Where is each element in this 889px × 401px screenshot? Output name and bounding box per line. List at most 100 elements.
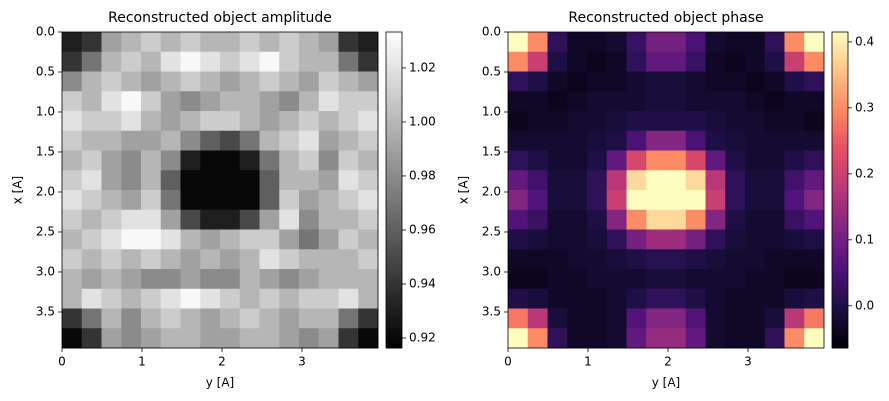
heatmap-cell (804, 111, 825, 132)
colorbar-band (386, 220, 402, 223)
heatmap-cell (299, 130, 320, 151)
colorbar-frame (385, 31, 403, 349)
colorbar-band (386, 270, 402, 273)
heatmap-cell (318, 91, 339, 112)
colorbar-band (386, 204, 402, 207)
heatmap-cell (784, 91, 805, 112)
heatmap-cell (745, 209, 766, 230)
heatmap-cell (299, 269, 320, 290)
colorbar-band (832, 236, 848, 239)
heatmap-cell (685, 51, 706, 72)
colorbar-band (832, 122, 848, 125)
colorbar-band (386, 308, 402, 311)
heatmap-cell (527, 269, 548, 290)
heatmap-cell (318, 288, 339, 309)
heatmap-cell (358, 328, 379, 349)
heatmap-cell (299, 249, 320, 270)
colorbar-band (832, 74, 848, 77)
colorbar-band (832, 66, 848, 69)
colorbar-band (386, 138, 402, 141)
heatmap-cell (358, 308, 379, 329)
heatmap-cell (666, 71, 687, 92)
heatmap-cell (764, 308, 785, 329)
heatmap-cell (160, 328, 181, 349)
heatmap-cell (279, 269, 300, 290)
heatmap-cell (626, 51, 647, 72)
colorbar-band (832, 202, 848, 205)
heatmap-cell (508, 91, 529, 112)
heatmap-cell (121, 170, 142, 191)
heatmap-cell (141, 32, 162, 53)
colorbar-band (386, 170, 402, 173)
heatmap-cell (160, 51, 181, 72)
heatmap-cell (299, 111, 320, 132)
colorbar-band (386, 38, 402, 41)
heatmap-cell (141, 190, 162, 211)
heatmap-cell (804, 269, 825, 290)
heatmap-cell (141, 249, 162, 270)
heatmap-cell (587, 190, 608, 211)
heatmap-cell (725, 328, 746, 349)
colorbar-band (832, 310, 848, 313)
heatmap-cell (358, 71, 379, 92)
colorbar-band (386, 100, 402, 103)
colorbar-band (832, 232, 848, 235)
colorbar-band (832, 126, 848, 129)
colorbar-band (832, 316, 848, 319)
colorbar-band (832, 46, 848, 49)
heatmap-cell (666, 150, 687, 171)
colorbar-band (386, 228, 402, 231)
colorbar-band (386, 202, 402, 205)
heatmap-cell (547, 170, 568, 191)
y-tick-label: 0.5 (482, 65, 501, 79)
heatmap-cell (784, 170, 805, 191)
heatmap-cell (784, 111, 805, 132)
heatmap-cell (764, 269, 785, 290)
heatmap-cell (239, 170, 260, 191)
colorbar-band (832, 318, 848, 321)
x-tick-label: 1 (138, 355, 146, 369)
heatmap-cell (279, 288, 300, 309)
colorbar (386, 32, 402, 349)
heatmap-cell (705, 229, 726, 250)
colorbar-band (832, 198, 848, 201)
heatmap-cell (239, 288, 260, 309)
heatmap-cell (62, 209, 83, 230)
colorbar-band (832, 298, 848, 301)
colorbar-band (832, 206, 848, 209)
heatmap-cell (685, 170, 706, 191)
heatmap-cell (180, 308, 201, 329)
heatmap-cell (527, 111, 548, 132)
colorbar-band (386, 174, 402, 177)
colorbar-band (832, 272, 848, 275)
heatmap-cell (318, 328, 339, 349)
heatmap-cell (685, 288, 706, 309)
heatmap-cell (239, 229, 260, 250)
colorbar-tick-label: 0.98 (409, 168, 436, 182)
heatmap-cell (62, 190, 83, 211)
heatmap-cell (338, 209, 359, 230)
colorbar-band (832, 230, 848, 233)
colorbar-band (832, 180, 848, 183)
colorbar-band (832, 88, 848, 91)
colorbar-band (386, 282, 402, 285)
heatmap-cell (200, 32, 221, 53)
colorbar-band (832, 210, 848, 213)
heatmap-cell (160, 269, 181, 290)
heatmap-cell (160, 170, 181, 191)
colorbar-band (386, 58, 402, 61)
colorbar-band (832, 238, 848, 241)
heatmap-cell (180, 249, 201, 270)
x-axis-label: y [A] (652, 376, 681, 390)
colorbar-band (386, 70, 402, 73)
heatmap-cell (160, 111, 181, 132)
heatmap-cell (626, 150, 647, 171)
heatmap-cell (745, 288, 766, 309)
heatmap-cell (121, 111, 142, 132)
heatmap-cell (200, 229, 221, 250)
colorbar-band (386, 312, 402, 315)
colorbar-band (832, 140, 848, 143)
heatmap-cell (666, 209, 687, 230)
heatmap-cell (318, 150, 339, 171)
colorbar-band (832, 246, 848, 249)
